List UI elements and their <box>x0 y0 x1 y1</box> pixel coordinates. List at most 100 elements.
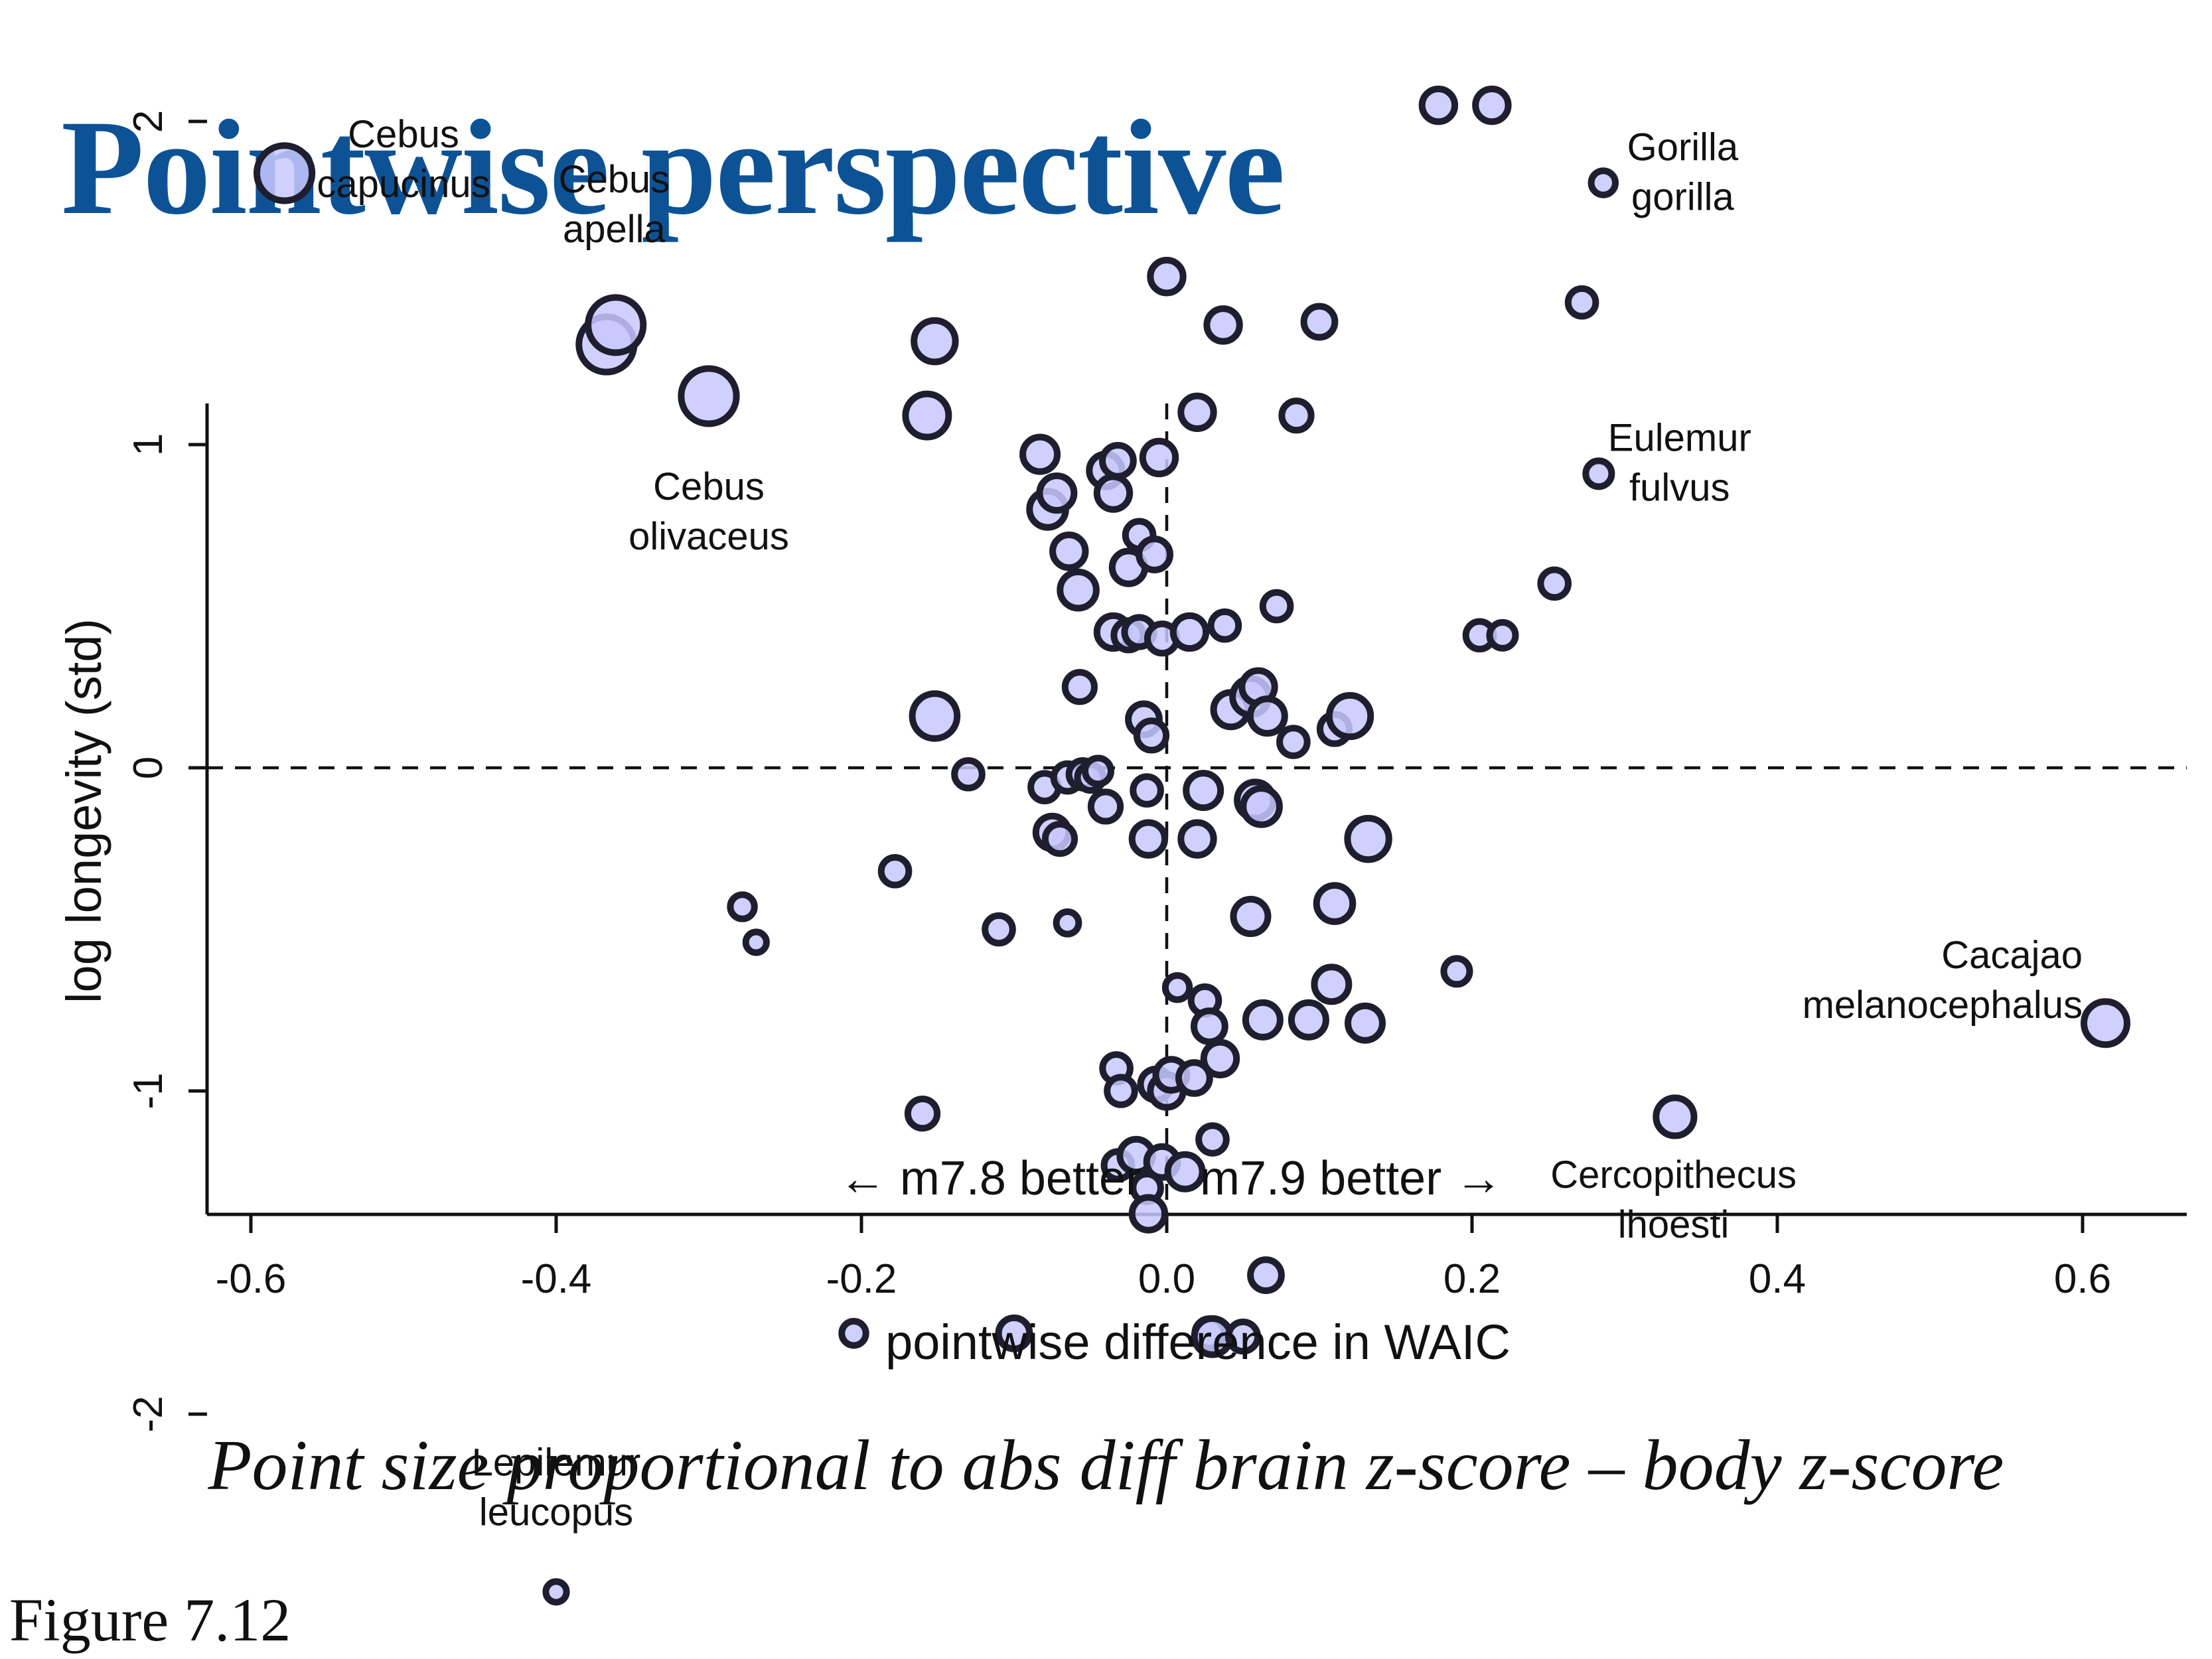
data-point <box>1246 695 1288 737</box>
species-label-line: Cacajao <box>1941 934 2083 977</box>
point-labels: Cebus capucinus Cebus apella Cebus olivaceus G… <box>317 113 2083 1534</box>
data-point <box>1311 964 1353 1005</box>
annotation-right-better: m7.9 better → <box>1200 1152 1503 1205</box>
data-point <box>904 1095 941 1132</box>
data-point <box>1203 305 1243 345</box>
species-label-line: Cebus <box>559 158 670 201</box>
data-point <box>2081 998 2130 1048</box>
species-label-line: gorilla <box>1631 175 1734 218</box>
species-label-line: Lepilemur <box>472 1441 641 1484</box>
data-point <box>1230 896 1272 938</box>
data-point <box>1128 819 1169 859</box>
data-point <box>1082 755 1114 788</box>
y-ticks: -2 -1 0 1 2 <box>125 110 207 1433</box>
species-label-line: apella <box>563 208 666 251</box>
data-point <box>1130 773 1164 808</box>
data-point <box>742 928 770 956</box>
species-label-line: leucopus <box>479 1491 633 1534</box>
x-tick-label: -0.6 <box>216 1256 287 1302</box>
data-point <box>1564 285 1599 320</box>
data-point <box>1325 691 1374 741</box>
data-point <box>542 1578 570 1606</box>
data-point <box>1061 669 1098 705</box>
data-point <box>1136 536 1173 573</box>
species-label-line: melanocephalus <box>1803 983 2083 1027</box>
y-tick-label: 1 <box>125 433 171 456</box>
data-point <box>1177 392 1217 432</box>
data-point <box>1537 566 1572 601</box>
species-label: Cercopithecus lhoesti <box>1550 1153 1797 1246</box>
data-point <box>838 1318 869 1349</box>
data-point <box>1240 785 1283 828</box>
species-label-line: Cebus <box>348 113 459 156</box>
species-label: Cacajao melanocephalus <box>1803 934 2083 1027</box>
species-label-line: olivaceus <box>628 515 789 558</box>
data-point <box>1164 1151 1206 1192</box>
data-point <box>1418 85 1459 125</box>
data-point <box>1175 1059 1213 1097</box>
data-point <box>1486 618 1519 652</box>
data-point <box>1313 882 1357 925</box>
data-points <box>254 85 2130 1606</box>
data-point <box>1093 473 1134 513</box>
data-point <box>1242 999 1284 1041</box>
x-tick-label: 0.4 <box>1749 1256 1806 1302</box>
species-label: Cebus olivaceus <box>628 465 789 558</box>
data-point <box>995 1314 1033 1352</box>
data-point <box>982 912 1016 947</box>
x-tick-label: -0.2 <box>826 1256 897 1302</box>
data-point <box>1582 457 1615 490</box>
species-label: Gorilla gorilla <box>1627 125 1739 218</box>
data-point <box>1195 1122 1230 1157</box>
data-point <box>254 142 316 204</box>
species-label-line: Gorilla <box>1627 125 1739 169</box>
species-label-line: fulvus <box>1629 467 1730 510</box>
data-point <box>1049 532 1089 571</box>
y-axis-label: log longevity (std) <box>56 618 111 1003</box>
x-tick-label: 0.0 <box>1138 1256 1195 1302</box>
species-label: Eulemur fulvus <box>1608 417 1751 510</box>
data-point <box>1087 788 1124 825</box>
species-label: Cebus apella <box>559 158 670 251</box>
data-point <box>1128 1194 1169 1234</box>
species-label-line: Cercopithecus <box>1550 1153 1797 1196</box>
data-point <box>1440 955 1473 988</box>
data-point <box>1653 1094 1698 1139</box>
data-point <box>1139 437 1179 478</box>
species-label: Lepilemur leucopus <box>472 1441 641 1534</box>
x-ticks: -0.6 -0.4 -0.2 0.0 0.2 0.4 0.6 <box>216 1214 2111 1302</box>
data-point <box>1276 725 1311 759</box>
data-point <box>1278 397 1315 434</box>
data-point <box>1191 1007 1228 1045</box>
annotation-left-better: ← m7.8 better <box>839 1152 1142 1205</box>
y-tick-label: -2 <box>125 1396 171 1432</box>
data-point <box>1247 1256 1285 1294</box>
data-point <box>1057 568 1100 612</box>
data-point <box>1169 612 1210 652</box>
data-point <box>1344 814 1392 863</box>
data-point <box>1300 303 1339 341</box>
figure-number: Figure 7.12 <box>9 1586 291 1654</box>
plot-axes <box>205 403 2187 1216</box>
y-tick-label: 0 <box>125 757 171 779</box>
y-tick-label: -1 <box>125 1072 171 1109</box>
x-tick-label: -0.4 <box>521 1256 592 1302</box>
species-label-line: Cebus <box>653 465 765 508</box>
data-point <box>877 854 913 889</box>
x-tick-label: 0.2 <box>1443 1256 1501 1302</box>
species-label-line: Eulemur <box>1608 417 1751 460</box>
data-point <box>909 690 961 742</box>
data-point <box>1161 972 1193 1003</box>
data-point <box>1104 1074 1138 1108</box>
data-point <box>951 757 986 792</box>
figure-caption: Point size proportional to abs diff brai… <box>208 1426 2004 1505</box>
data-point <box>1019 433 1061 475</box>
x-axis-label: pointwise difference in WAIC <box>885 1315 1511 1370</box>
data-point <box>1345 1002 1386 1044</box>
data-point <box>1587 167 1619 198</box>
y-tick-label: 2 <box>125 110 171 133</box>
species-label-line: capucinus <box>317 163 490 206</box>
species-label-line: lhoesti <box>1618 1203 1730 1246</box>
data-point <box>1224 1319 1262 1355</box>
